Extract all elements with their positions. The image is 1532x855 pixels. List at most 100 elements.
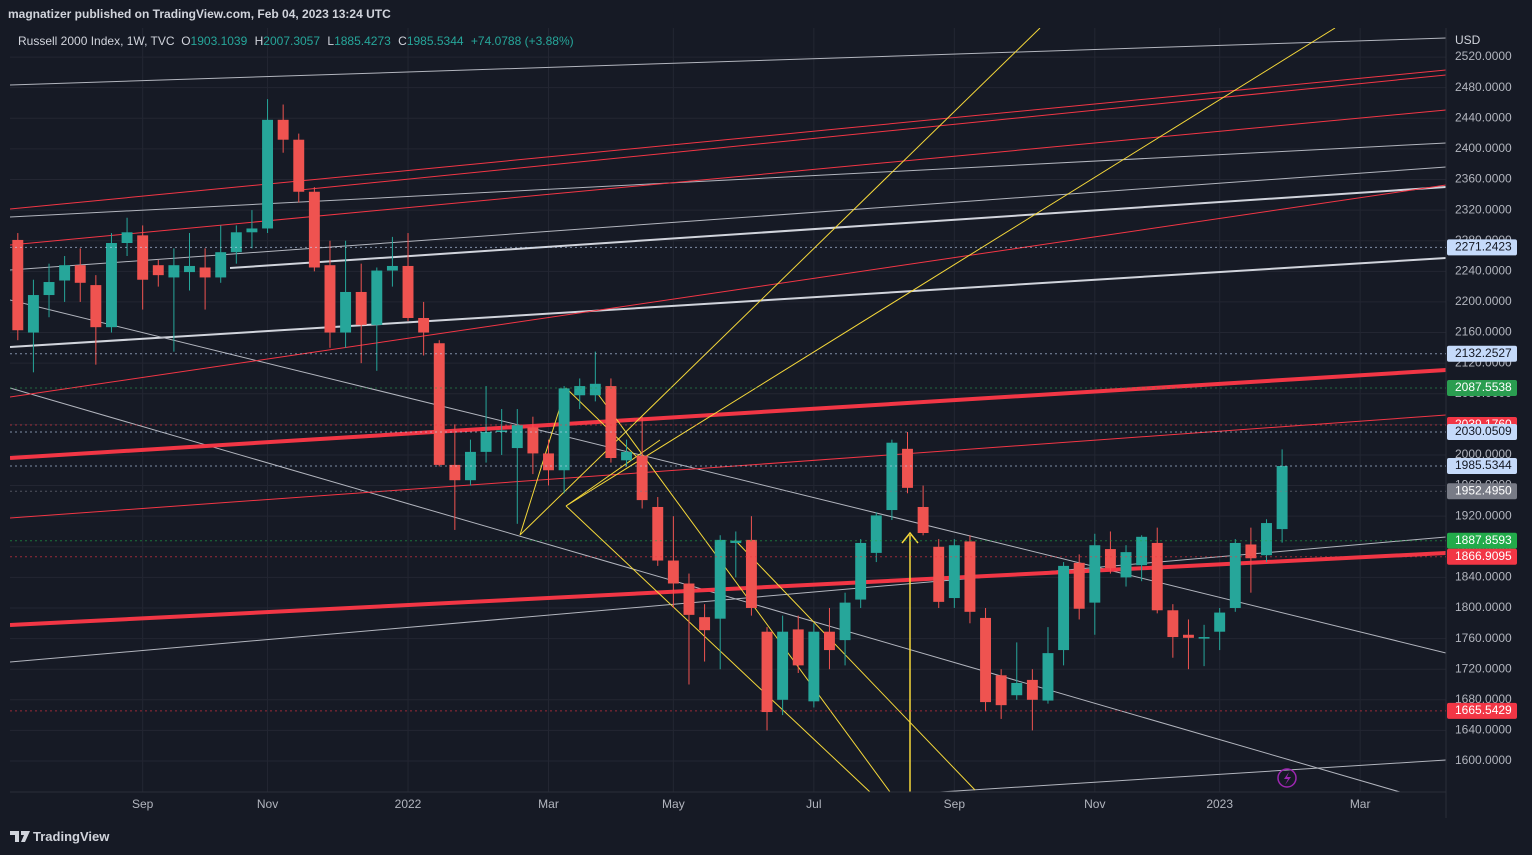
candle-body xyxy=(605,386,617,459)
candle-body xyxy=(948,545,960,599)
candle-body xyxy=(152,265,164,276)
candle-body xyxy=(792,629,804,666)
brand: TradingView xyxy=(33,829,110,844)
candle-body xyxy=(933,546,945,602)
trend-line xyxy=(10,299,1446,654)
candle-body xyxy=(1167,610,1179,638)
x-tick-label: Jul xyxy=(806,797,821,811)
x-tick-label: Mar xyxy=(538,797,559,811)
ohlc-label: H xyxy=(254,34,264,48)
y-tick-label: 2160.0000 xyxy=(1455,325,1512,339)
event-icon-bolt xyxy=(1284,772,1291,785)
y-tick-label: 2440.0000 xyxy=(1455,110,1512,124)
candle-body xyxy=(90,285,102,328)
candle-body xyxy=(308,191,320,268)
candle-body xyxy=(1042,653,1054,701)
candle-body xyxy=(917,506,929,533)
candle-body xyxy=(433,343,445,465)
x-tick-label: May xyxy=(662,797,685,811)
candle-body xyxy=(870,515,882,553)
price-tag-label: 1887.8593 xyxy=(1455,533,1512,547)
trend-line xyxy=(10,368,1446,460)
y-tick-label: 2360.0000 xyxy=(1455,172,1512,186)
candle-body xyxy=(215,252,227,278)
y-tick-label: 2520.0000 xyxy=(1455,49,1512,63)
candle-body xyxy=(386,265,398,271)
fib-line xyxy=(519,387,567,536)
trend-line xyxy=(10,551,1446,627)
arrow-head xyxy=(901,531,919,544)
trend-line xyxy=(10,142,1446,218)
ohlc-value: 1985.5344 xyxy=(406,34,464,48)
fib-line xyxy=(565,28,1336,507)
candle-body xyxy=(855,542,867,600)
ohlc-label: C xyxy=(398,34,407,48)
x-tick-label: Sep xyxy=(944,797,966,811)
y-tick-label: 1840.0000 xyxy=(1455,570,1512,584)
y-tick-label: 2200.0000 xyxy=(1455,294,1512,308)
candle-body xyxy=(777,631,789,700)
candle-body xyxy=(683,583,695,615)
candle-body xyxy=(839,602,851,641)
price-tag-label: 2271.2423 xyxy=(1455,240,1512,254)
candle-body xyxy=(902,448,913,488)
trend-line xyxy=(10,109,1446,246)
candle-body xyxy=(277,119,289,140)
candle-body xyxy=(496,430,508,432)
candle-body xyxy=(1214,612,1226,632)
price-tag-label: 2132.2527 xyxy=(1455,346,1512,360)
trend-line xyxy=(299,74,1446,191)
x-tick-label: Nov xyxy=(1084,797,1105,811)
candle-body xyxy=(230,232,242,253)
trend-line xyxy=(229,186,1446,269)
price-tag-label: 1866.9095 xyxy=(1455,549,1512,563)
currency-label: USD xyxy=(1455,33,1481,47)
candle-body xyxy=(43,282,55,296)
ohlc-value: 1903.1039 xyxy=(190,34,248,48)
candle-body xyxy=(246,228,258,233)
y-tick-label: 1600.0000 xyxy=(1455,753,1512,767)
price-tag-label: 1985.5344 xyxy=(1455,458,1512,472)
candle-body xyxy=(1104,549,1116,569)
y-tick-label: 1720.0000 xyxy=(1455,661,1512,675)
ohlc-value: 1885.4273 xyxy=(334,34,391,48)
candle-body xyxy=(1276,466,1288,530)
candle-body xyxy=(543,453,554,471)
brand-logo xyxy=(10,831,30,842)
candle-body xyxy=(137,235,149,280)
x-tick-label: 2023 xyxy=(1206,797,1233,811)
candle-body xyxy=(621,451,633,461)
y-tick-label: 1920.0000 xyxy=(1455,508,1512,522)
x-tick-label: Nov xyxy=(257,797,278,811)
price-tag-label: 1665.5429 xyxy=(1455,703,1512,717)
candle-body xyxy=(262,119,274,229)
candle-body xyxy=(74,265,86,283)
price-axis: 1600.0000 1640.0000 1680.0000 1720.0000 1760… xyxy=(1447,49,1517,767)
trend-line xyxy=(10,166,1446,271)
candle-body xyxy=(371,270,383,325)
price-tag xyxy=(1447,239,1517,256)
candle-body xyxy=(652,506,664,561)
y-tick-label: 2320.0000 xyxy=(1455,202,1512,216)
x-tick-label: Mar xyxy=(1350,797,1371,811)
candle-body xyxy=(699,617,711,631)
y-tick-label: 1800.0000 xyxy=(1455,600,1512,614)
candle-body xyxy=(199,267,211,278)
price-tag xyxy=(1447,702,1517,719)
fib-line xyxy=(565,439,661,507)
price-tag xyxy=(1447,458,1517,475)
candle-body xyxy=(105,243,117,328)
candle-body xyxy=(1229,542,1241,608)
price-tag xyxy=(1447,483,1517,500)
candle-body xyxy=(355,291,367,325)
candle-body xyxy=(823,631,835,651)
fib-line xyxy=(565,387,641,461)
trend-line xyxy=(10,184,1446,398)
candle-body xyxy=(293,139,305,192)
candle-body xyxy=(418,317,430,333)
event-icon[interactable] xyxy=(1277,768,1297,788)
trend-line xyxy=(10,536,1446,663)
trend-line xyxy=(10,69,1446,210)
y-tick-label: 2480.0000 xyxy=(1455,80,1512,94)
